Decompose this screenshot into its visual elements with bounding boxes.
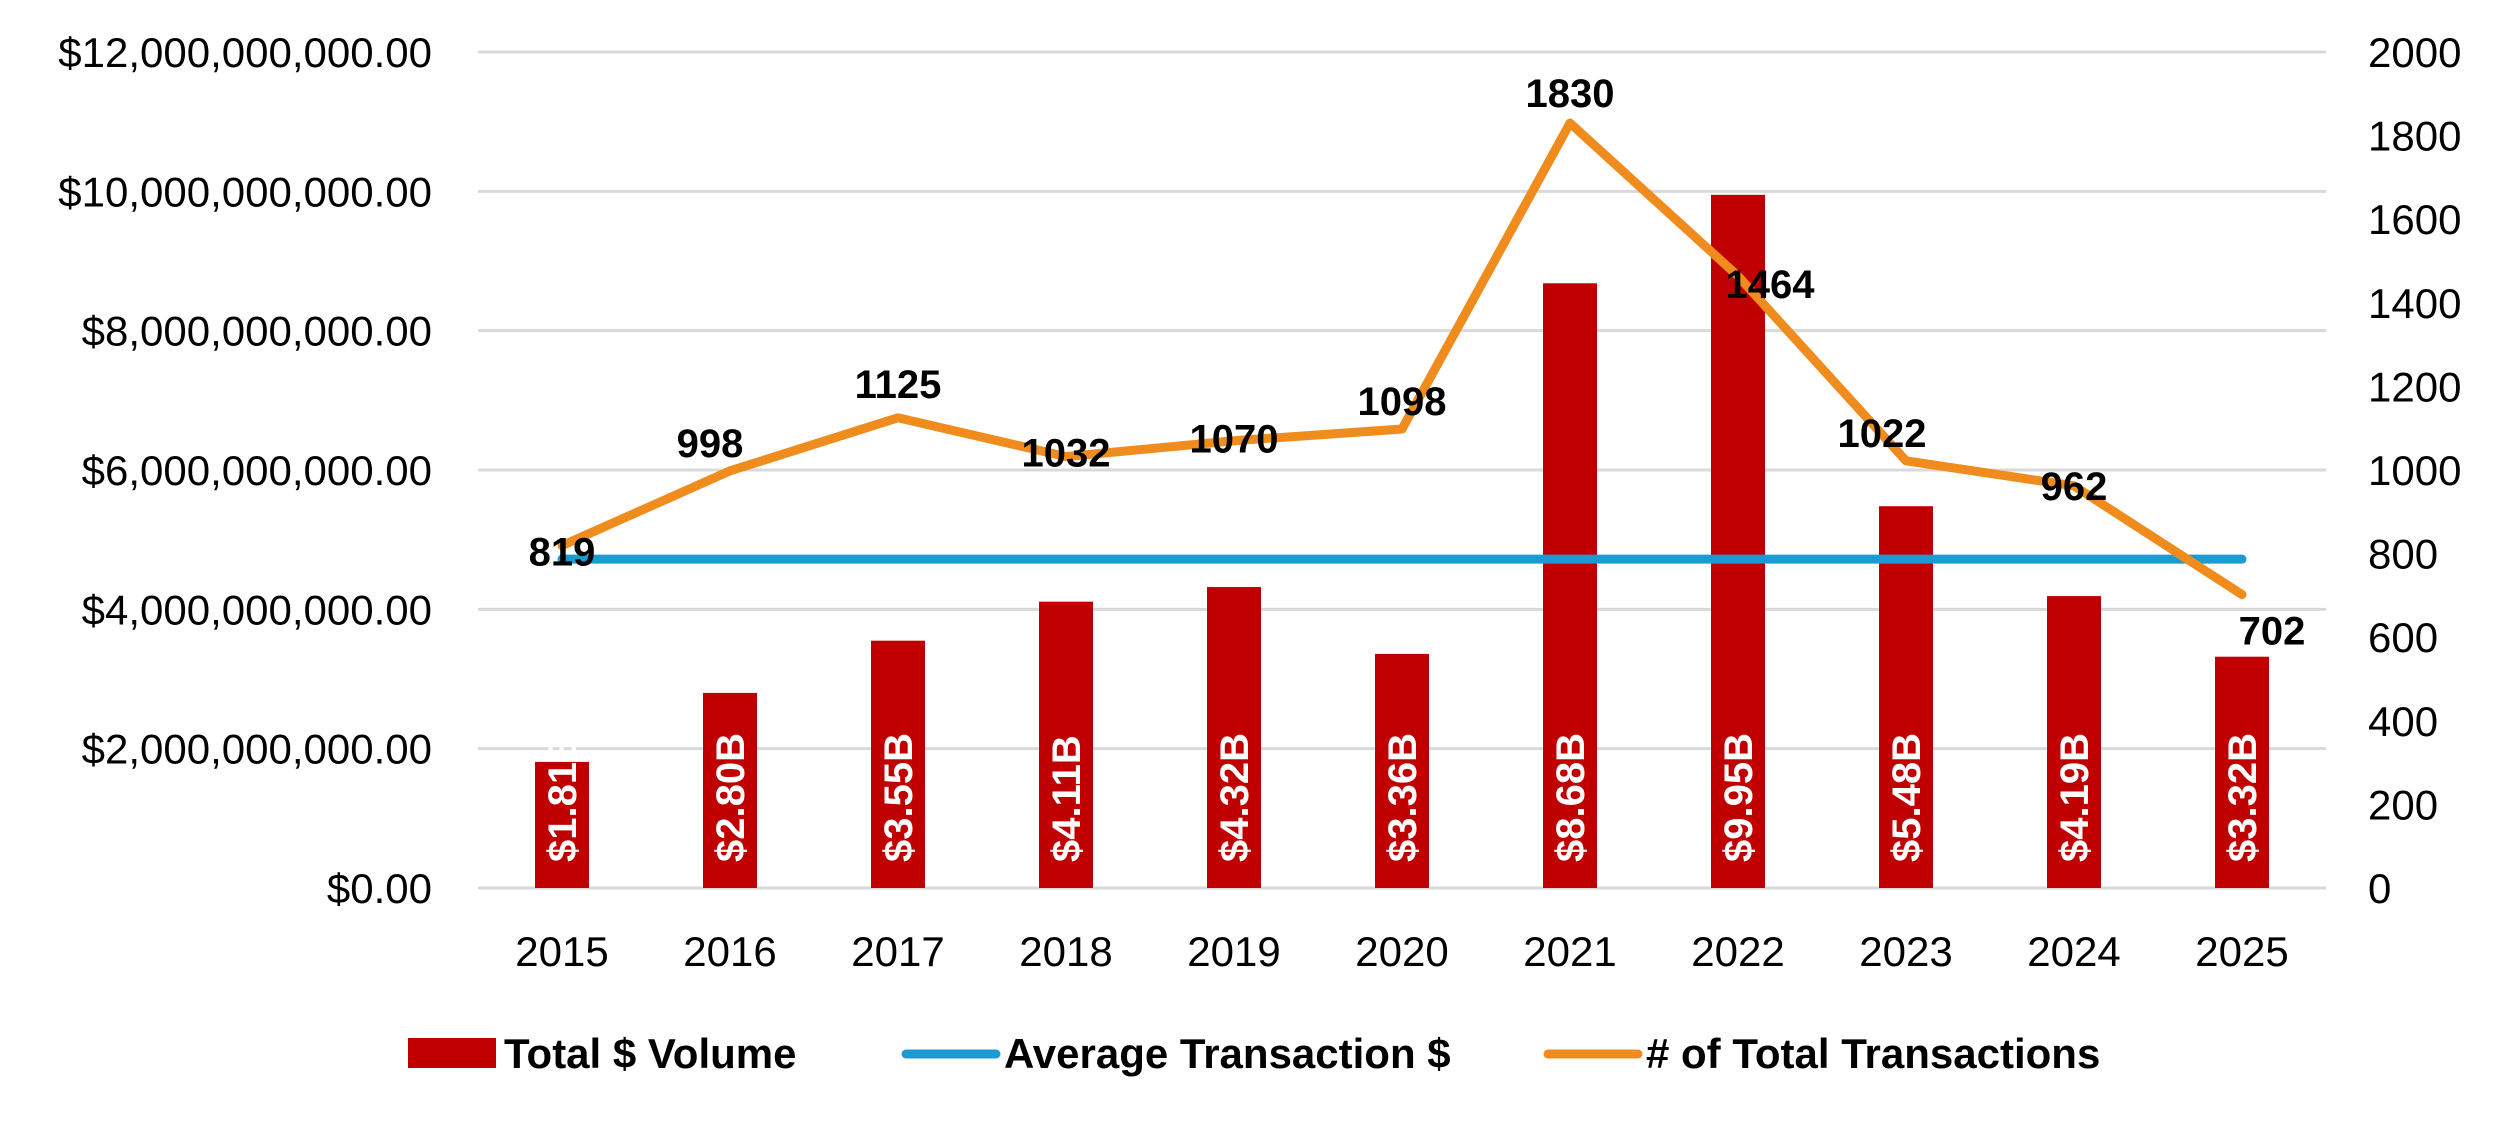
left-axis-tick-label: $12,000,000,000.00 [58, 29, 432, 76]
legend-swatch-total-volume [408, 1038, 496, 1068]
bar-2016 [703, 692, 757, 888]
x-axis-tick-label: 2022 [1691, 928, 1784, 975]
transactions-value-label: 702 [2239, 610, 2306, 654]
bar-2019 [1207, 587, 1261, 888]
x-axis-ticks: 2015 2016 2017 2018 2019 2020 2021 2022 2023 2024… [515, 928, 2288, 975]
left-axis-tick-label: $6,000,000,000.00 [82, 447, 432, 494]
x-axis-tick-label: 2016 [683, 928, 776, 975]
x-axis-tick-label: 2020 [1355, 928, 1448, 975]
bar-2020 [1375, 653, 1429, 888]
bar-value-label: $2.80B [709, 733, 753, 862]
x-axis-tick-label: 2023 [1859, 928, 1952, 975]
bar-value-label: $3.55B [877, 733, 921, 862]
bar-2025 [2215, 656, 2269, 888]
right-axis-tick-label: 1400 [2368, 280, 2461, 327]
right-axis-tick-label: 2000 [2368, 29, 2461, 76]
right-axis-tick-label: 800 [2368, 531, 2438, 578]
bar-2021 [1543, 283, 1597, 888]
bar-2018 [1039, 601, 1093, 888]
right-axis-ticks: 0 200 400 600 800 1000 1200 1400 1600 1800 2000 [2368, 29, 2461, 912]
bar-2017 [871, 640, 925, 888]
transactions-value-label: 1098 [1358, 380, 1447, 424]
transactions-value-label: 998 [677, 422, 744, 466]
left-axis-ticks: $0.00 $2,000,000,000.00 $4,000,000,000.00 $… [58, 29, 432, 912]
legend-label-average-transaction: Average Transaction $ [1004, 1030, 1451, 1077]
data-labels: $1.81B $2.80B $3.55B $4.11B $4.32B $3.36B $8.6… [529, 72, 2306, 862]
left-axis-tick-label: $4,000,000,000.00 [82, 586, 432, 633]
transactions-value-label: 819 [529, 531, 596, 575]
bar-value-label: $3.32B [2221, 733, 2265, 862]
bar-value-label: $5.48B [1885, 733, 1929, 862]
bar-2023 [1879, 506, 1933, 888]
transactions-value-label: 962 [2041, 465, 2108, 509]
legend-label-total-volume: Total $ Volume [504, 1030, 796, 1077]
x-axis-tick-label: 2015 [515, 928, 608, 975]
left-axis-tick-label: $8,000,000,000.00 [82, 308, 432, 355]
bars-series [535, 194, 2269, 889]
bar-value-label: $1.81B [541, 733, 585, 862]
bar-2024 [2047, 596, 2101, 888]
bar-value-label: $9.95B [1717, 733, 1761, 862]
x-axis-tick-label: 2024 [2027, 928, 2120, 975]
transactions-value-label: 1830 [1526, 72, 1615, 116]
right-axis-tick-label: 600 [2368, 614, 2438, 661]
bar-value-label: $4.32B [1213, 733, 1257, 862]
legend: Total $ Volume Average Transaction $ # of … [408, 1030, 2100, 1077]
x-axis-tick-label: 2025 [2195, 928, 2288, 975]
left-axis-tick-label: $2,000,000,000.00 [82, 726, 432, 773]
left-axis-tick-label: $10,000,000,000.00 [58, 168, 432, 215]
bar-value-label: $3.36B [1381, 733, 1425, 862]
gridlines [478, 50, 2326, 890]
right-axis-tick-label: 0 [2368, 865, 2391, 912]
transactions-value-label: 1070 [1190, 418, 1279, 462]
x-axis-tick-label: 2017 [851, 928, 944, 975]
x-axis-tick-label: 2019 [1187, 928, 1280, 975]
x-axis-tick-label: 2018 [1019, 928, 1112, 975]
bar-value-label: $4.11B [1045, 735, 1089, 862]
transactions-value-label: 1464 [1726, 263, 1816, 307]
right-axis-tick-label: 200 [2368, 781, 2438, 828]
transactions-value-label: 1125 [855, 363, 942, 407]
right-axis-tick-label: 400 [2368, 698, 2438, 745]
right-axis-tick-label: 1800 [2368, 113, 2461, 160]
transactions-line [557, 118, 2247, 600]
bar-value-label: $4.19B [2053, 733, 2097, 862]
left-axis-tick-label: $0.00 [327, 865, 432, 912]
lines-series [557, 118, 2247, 600]
bar-2022 [1711, 194, 1765, 889]
bar-value-label: $8.68B [1549, 733, 1593, 862]
transactions-value-label: 1022 [1838, 412, 1927, 456]
right-axis-tick-label: 1000 [2368, 447, 2461, 494]
transactions-value-label: 1032 [1022, 432, 1111, 476]
x-axis-tick-label: 2021 [1523, 928, 1616, 975]
right-axis-tick-label: 1200 [2368, 363, 2461, 410]
right-axis-tick-label: 1600 [2368, 196, 2461, 243]
bar-2015 [535, 761, 589, 888]
legend-label-total-transactions: # of Total Transactions [1646, 1030, 2100, 1077]
